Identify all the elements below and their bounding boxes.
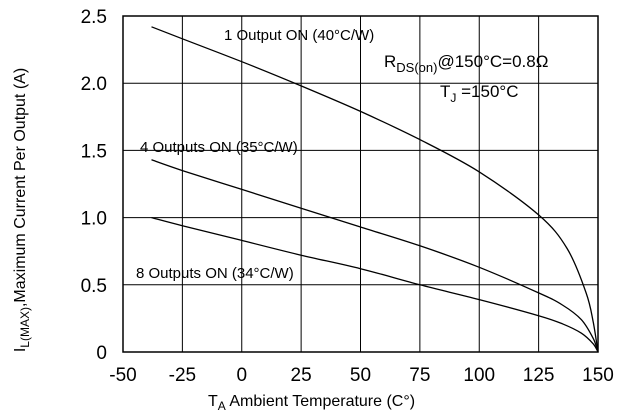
y-tick-label: 2.5 — [81, 7, 107, 28]
rds-main: R — [384, 52, 396, 71]
y-axis-label-main: I — [12, 348, 29, 352]
x-tick-label: -50 — [109, 365, 136, 386]
x-axis-label-main: T — [208, 393, 218, 410]
tj-main: T — [440, 82, 450, 101]
curves — [151, 26, 599, 353]
y-axis-label-subscript: L(MAX) — [18, 307, 32, 348]
grid — [123, 16, 598, 352]
series-line-1 — [151, 26, 599, 353]
y-tick-label: 2.0 — [81, 74, 107, 95]
y-tick-label: 1.0 — [81, 209, 107, 230]
x-tick-label: 125 — [523, 365, 555, 386]
series-label-8-outputs: 8 Outputs ON (34°C/W) — [136, 265, 294, 282]
rds-on-annotation: RDS(on)@150°C=0.8Ω — [384, 52, 548, 75]
series-label-4-outputs: 4 Outputs ON (35°C/W) — [140, 139, 298, 156]
x-axis-label: TA Ambient Temperature (C°) — [208, 393, 415, 413]
tj-subscript: J — [450, 91, 456, 105]
series-line-2 — [151, 159, 599, 353]
x-tick-label: 75 — [409, 365, 430, 386]
series-label-1-output: 1 Output ON (40°C/W) — [224, 27, 374, 44]
series-line-3 — [151, 216, 599, 353]
y-tick-label: 0.5 — [81, 276, 107, 297]
tj-annotation: TJ =150°C — [440, 82, 518, 105]
x-tick-label: 150 — [582, 365, 614, 386]
y-tick-labels: 0 0.5 1.0 1.5 2.0 2.5 — [81, 7, 107, 364]
x-tick-label: 25 — [291, 365, 312, 386]
plot-frame — [122, 15, 599, 353]
tj-rest: =150°C — [456, 82, 518, 101]
x-tick-label: -25 — [169, 365, 196, 386]
y-tick-label: 1.5 — [81, 141, 107, 162]
x-tick-label: 100 — [463, 365, 495, 386]
rds-subscript: DS(on) — [396, 60, 437, 75]
rds-rest: @150°C=0.8Ω — [437, 52, 548, 71]
x-axis-label-subscript: A — [218, 399, 226, 413]
x-tick-label: 50 — [350, 365, 371, 386]
x-tick-label: 0 — [236, 365, 247, 386]
x-tick-labels: -50 -25 0 25 50 75 100 125 150 — [109, 365, 614, 386]
y-tick-label: 0 — [96, 343, 107, 364]
y-axis-label-rest: ,Maximum Current Per Output (A) — [12, 68, 29, 307]
y-axis-label: IL(MAX),Maximum Current Per Output (A) — [12, 68, 32, 352]
x-axis-label-rest: Ambient Temperature (C°) — [226, 393, 415, 410]
